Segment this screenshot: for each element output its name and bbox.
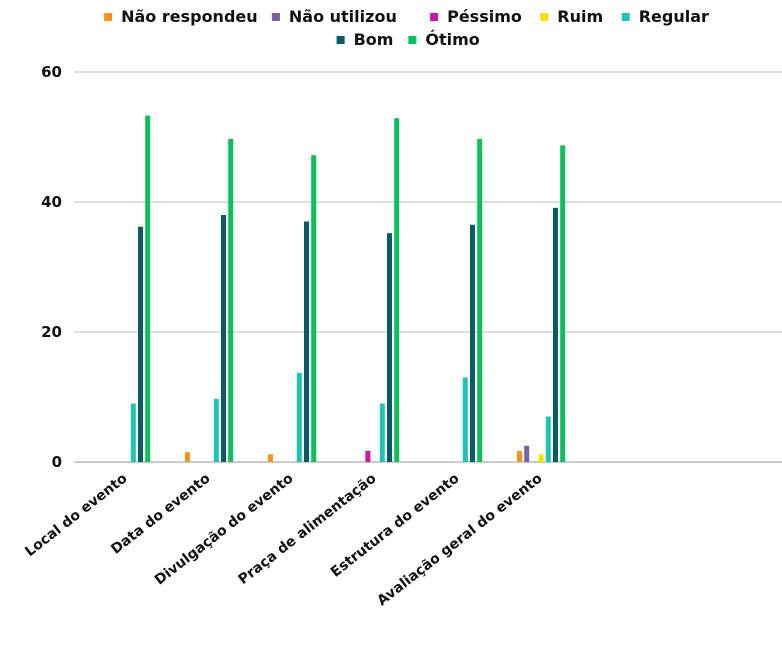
legend-swatch bbox=[408, 36, 417, 44]
bar bbox=[470, 224, 475, 462]
bar bbox=[560, 145, 566, 462]
bar bbox=[538, 454, 544, 462]
legend-item: Péssimo bbox=[430, 7, 522, 26]
bar bbox=[365, 450, 371, 462]
bar bbox=[304, 221, 309, 462]
legend-swatch bbox=[540, 13, 549, 21]
x-tick-label: Divulgação do evento bbox=[152, 470, 297, 588]
bar bbox=[517, 450, 522, 462]
bar bbox=[130, 403, 136, 462]
bar bbox=[462, 377, 468, 462]
bar bbox=[268, 454, 273, 462]
bar bbox=[379, 403, 385, 462]
legend-item: Ruim bbox=[540, 7, 603, 26]
bar bbox=[221, 215, 226, 462]
legend-swatch bbox=[621, 13, 630, 21]
bar bbox=[228, 138, 234, 462]
legend-label: Regular bbox=[639, 7, 709, 26]
legend-item: Não utilizou bbox=[271, 7, 397, 26]
bar bbox=[138, 226, 143, 462]
legend-item: Regular bbox=[621, 7, 709, 26]
legend-label: Ótimo bbox=[425, 30, 479, 49]
bar bbox=[296, 372, 302, 462]
legend-item: Bom bbox=[336, 30, 394, 49]
bar bbox=[213, 398, 219, 462]
bar bbox=[311, 155, 317, 462]
legend: Não respondeu Não utilizou Péssimo Ruim Regu… bbox=[104, 7, 709, 49]
y-tick-label: 60 bbox=[41, 63, 62, 81]
legend-item: Ótimo bbox=[408, 30, 480, 49]
legend-swatch bbox=[271, 13, 280, 21]
bar bbox=[553, 207, 558, 462]
legend-item: Não respondeu bbox=[104, 7, 258, 26]
bar bbox=[524, 445, 530, 462]
legend-label: Bom bbox=[354, 30, 394, 49]
bar bbox=[185, 452, 190, 462]
legend-label: Ruim bbox=[557, 7, 603, 26]
y-tick-label: 20 bbox=[41, 323, 62, 341]
legend-label: Não respondeu bbox=[121, 7, 258, 26]
x-tick-label: Avaliação geral do evento bbox=[374, 470, 545, 609]
legend-swatch bbox=[104, 13, 113, 21]
bar bbox=[387, 233, 392, 462]
gridlines bbox=[74, 71, 782, 463]
legend-label: Não utilizou bbox=[289, 7, 397, 26]
bar bbox=[477, 138, 483, 462]
y-tick-label: 40 bbox=[41, 193, 62, 211]
bar bbox=[545, 416, 551, 462]
legend-label: Péssimo bbox=[447, 7, 522, 26]
legend-swatch bbox=[430, 13, 439, 21]
bar bbox=[394, 118, 400, 463]
y-axis: 0 20 40 60 bbox=[41, 63, 62, 471]
bars bbox=[130, 115, 566, 463]
x-tick-label: Praça de alimentação bbox=[235, 470, 379, 588]
y-tick-label: 0 bbox=[52, 453, 62, 471]
legend-swatch bbox=[336, 36, 345, 44]
bar bbox=[145, 115, 151, 463]
